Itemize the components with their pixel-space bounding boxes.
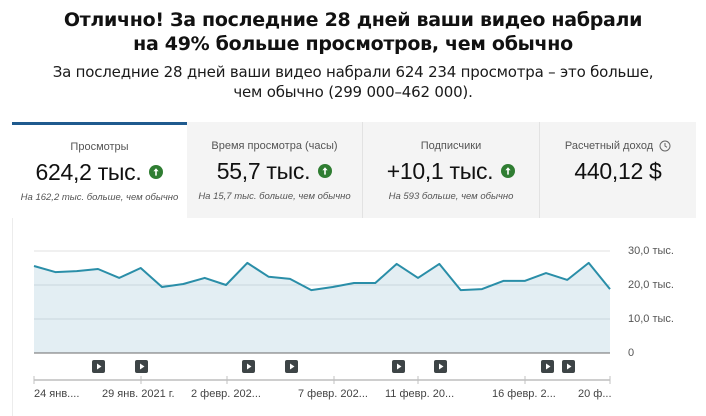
clock-icon[interactable] — [659, 140, 671, 152]
headline-line-1: Отлично! За последние 28 дней ваши видео… — [63, 9, 643, 31]
card-label: Подписчики — [420, 140, 482, 152]
video-published-marker[interactable] — [92, 360, 105, 373]
summary-line-2: чем обычно (299 000–462 000). — [233, 83, 473, 101]
trend-up-icon — [149, 165, 164, 179]
chart-plot — [33, 250, 611, 384]
card-label: Расчетный доход — [564, 140, 654, 152]
x-axis-label: 20 ф... — [578, 388, 612, 400]
views-chart: 30,0 тыс. 20,0 тыс. 10,0 тыс. 0 24 янв..… — [12, 218, 706, 416]
video-published-marker[interactable] — [434, 360, 447, 373]
tab-estimated-revenue[interactable]: Расчетный доход 440,12 $ — [540, 122, 696, 218]
card-label: Просмотры — [70, 141, 129, 153]
y-axis-label: 30,0 тыс. — [628, 245, 674, 257]
card-value: 624,2 тыс. — [35, 159, 142, 185]
card-label: Время просмотра (часы) — [211, 140, 338, 152]
y-axis-label: 10,0 тыс. — [628, 313, 674, 325]
card-note: На 593 больше, чем обычно — [388, 191, 514, 202]
trend-up-icon — [318, 164, 333, 178]
video-published-marker[interactable] — [242, 360, 255, 373]
tab-watch-time[interactable]: Время просмотра (часы) 55,7 тыс. На 15,7… — [187, 122, 363, 218]
headline: Отлично! За последние 28 дней ваши видео… — [0, 8, 706, 56]
tab-subscribers[interactable]: Подписчики +10,1 тыс. На 593 больше, чем… — [363, 122, 540, 218]
video-published-marker[interactable] — [541, 360, 554, 373]
y-axis-label: 0 — [628, 347, 635, 359]
summary-line-1: За последние 28 дней ваши видео набрали … — [52, 63, 654, 81]
summary-text: За последние 28 дней ваши видео набрали … — [0, 62, 706, 102]
card-value: +10,1 тыс. — [386, 158, 494, 184]
x-axis-label: 7 февр. 202... — [298, 388, 368, 400]
x-axis-label: 29 янв. 2021 г. — [102, 388, 175, 400]
card-value: 440,12 $ — [574, 158, 662, 184]
card-value: 55,7 тыс. — [216, 158, 311, 184]
tab-views[interactable]: Просмотры 624,2 тыс. На 162,2 тыс. больш… — [12, 122, 187, 218]
card-note: На 162,2 тыс. больше, чем обычно — [20, 192, 179, 203]
video-published-marker[interactable] — [562, 360, 575, 373]
trend-up-icon — [501, 164, 516, 178]
video-published-marker[interactable] — [135, 360, 148, 373]
x-axis-label: 16 февр. 2... — [492, 388, 556, 400]
x-axis-label: 11 февр. 20... — [385, 388, 455, 400]
headline-line-2: на 49% больше просмотров, чем обычно — [133, 33, 573, 55]
video-published-marker[interactable] — [392, 360, 405, 373]
y-axis-label: 20,0 тыс. — [628, 279, 674, 291]
x-axis-label: 2 февр. 202... — [191, 388, 261, 400]
metric-tabs: Просмотры 624,2 тыс. На 162,2 тыс. больш… — [12, 122, 696, 218]
video-published-marker[interactable] — [285, 360, 298, 373]
card-note: На 15,7 тыс. больше, чем обычно — [198, 191, 351, 202]
x-axis-label: 24 янв.... — [34, 388, 80, 400]
